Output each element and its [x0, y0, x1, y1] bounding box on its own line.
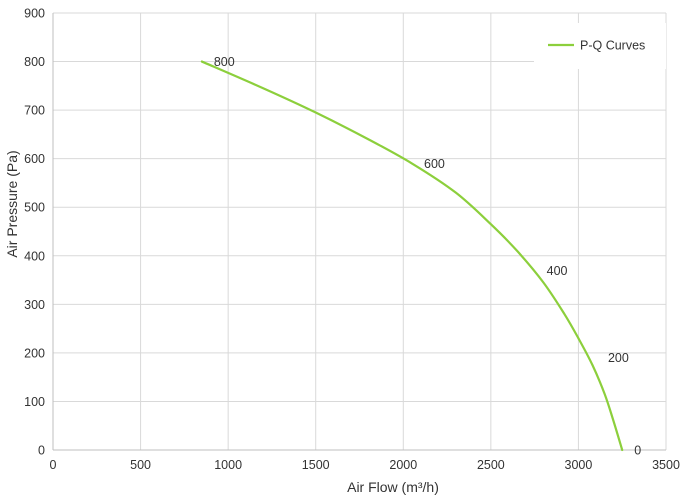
y-tick-label: 600	[24, 152, 45, 166]
x-tick-labels: 0 500 1000 1500 2000 2500 3000 3500	[50, 458, 680, 472]
x-tick-label: 1000	[214, 458, 242, 472]
y-tick-labels: 0 100 200 300 400 500 600 700 800 900	[24, 7, 45, 458]
x-tick-label: 1500	[302, 458, 330, 472]
point-labels: 800 600 400 200 0	[214, 55, 641, 457]
y-tick-label: 0	[38, 444, 45, 458]
y-tick-label: 100	[24, 395, 45, 409]
x-tick-label: 2000	[389, 458, 417, 472]
y-tick-label: 800	[24, 55, 45, 69]
axes	[52, 13, 666, 451]
legend-label: P-Q Curves	[580, 39, 645, 53]
data-label: 600	[424, 157, 445, 171]
y-tick-label: 400	[24, 249, 45, 263]
y-tick-label: 500	[24, 201, 45, 215]
data-label: 400	[547, 264, 568, 278]
x-tick-label: 0	[50, 458, 57, 472]
data-label: 0	[634, 444, 641, 458]
grid-lines	[53, 12, 667, 450]
y-tick-label: 700	[24, 104, 45, 118]
x-tick-label: 3500	[652, 458, 680, 472]
series-line-pq-curve	[200, 60, 624, 452]
y-axis-title: Air Pressure (Pa)	[4, 150, 20, 257]
data-label: 200	[608, 351, 629, 365]
series-layer	[200, 60, 624, 452]
x-tick-label: 3000	[565, 458, 593, 472]
data-label: 800	[214, 55, 235, 69]
x-axis-title: Air Flow (m³/h)	[347, 479, 439, 495]
y-tick-label: 900	[24, 7, 45, 21]
y-tick-label: 200	[24, 346, 45, 360]
x-tick-label: 2500	[477, 458, 505, 472]
x-tick-label: 500	[130, 458, 151, 472]
legend: P-Q Curves	[534, 23, 666, 69]
y-tick-label: 300	[24, 298, 45, 312]
